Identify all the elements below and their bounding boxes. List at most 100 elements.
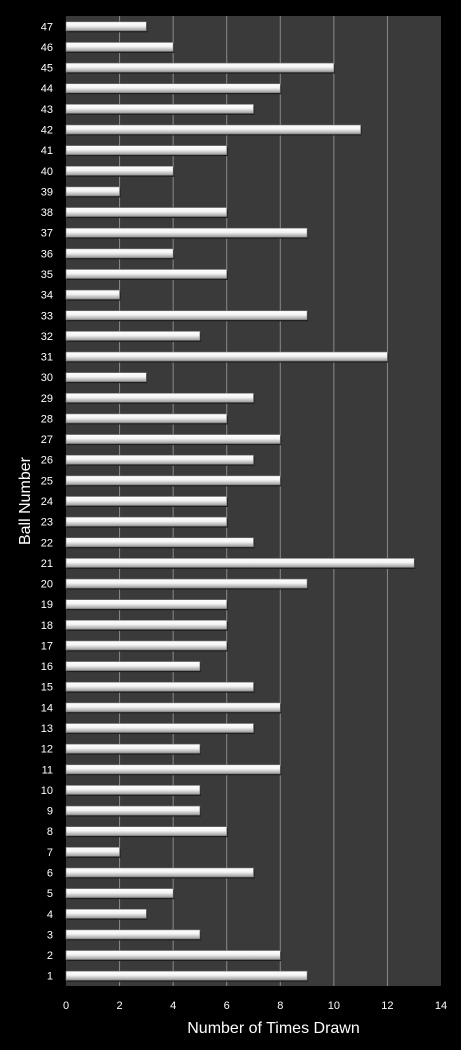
y-tick-label: 35 bbox=[41, 269, 53, 281]
y-tick-label: 28 bbox=[41, 413, 53, 425]
y-tick-label: 26 bbox=[41, 455, 53, 467]
bar-ball-39 bbox=[65, 186, 120, 197]
x-tick-label: 12 bbox=[381, 1000, 393, 1012]
bar-ball-16 bbox=[65, 661, 201, 671]
y-tick-label: 32 bbox=[41, 331, 53, 343]
y-tick-label: 33 bbox=[41, 310, 53, 322]
y-tick-label: 31 bbox=[41, 352, 53, 364]
bar-ball-45 bbox=[65, 62, 335, 73]
bar-ball-17 bbox=[65, 640, 228, 651]
y-tick-labels: 1234567891011121314151617181920212223242… bbox=[41, 21, 53, 982]
y-tick-label: 21 bbox=[41, 558, 53, 570]
y-tick-label: 39 bbox=[41, 186, 53, 198]
y-tick-label: 22 bbox=[41, 537, 53, 549]
bar-ball-28 bbox=[65, 413, 228, 424]
x-tick-label: 2 bbox=[117, 1000, 123, 1012]
bars bbox=[65, 21, 416, 982]
bar-ball-40 bbox=[65, 165, 174, 176]
bar-ball-24 bbox=[65, 496, 228, 506]
bar-ball-4 bbox=[65, 908, 147, 919]
y-tick-label: 18 bbox=[41, 620, 53, 632]
y-tick-label: 10 bbox=[41, 785, 53, 797]
bar-ball-13 bbox=[65, 723, 254, 733]
bar-ball-34 bbox=[65, 289, 120, 300]
y-tick-label: 36 bbox=[41, 248, 53, 260]
y-tick-label: 1 bbox=[47, 971, 53, 983]
x-tick-label: 10 bbox=[328, 1000, 340, 1012]
y-tick-label: 3 bbox=[47, 929, 53, 941]
bar-ball-42 bbox=[65, 124, 361, 135]
x-tick-label: 14 bbox=[435, 1000, 447, 1012]
y-tick-label: 13 bbox=[41, 723, 53, 735]
bar-ball-41 bbox=[65, 145, 228, 155]
y-tick-label: 6 bbox=[47, 867, 53, 879]
bar-ball-38 bbox=[65, 207, 228, 217]
bar-ball-6 bbox=[65, 867, 254, 878]
bar-ball-3 bbox=[65, 929, 201, 940]
y-tick-label: 45 bbox=[41, 63, 53, 75]
y-axis-title: Ball Number bbox=[17, 456, 34, 545]
bar-ball-23 bbox=[65, 516, 228, 527]
bar-ball-43 bbox=[65, 104, 254, 114]
y-tick-label: 19 bbox=[41, 599, 53, 611]
bar-ball-5 bbox=[65, 888, 174, 898]
y-tick-label: 37 bbox=[41, 228, 53, 240]
y-tick-label: 15 bbox=[41, 682, 53, 694]
y-tick-label: 2 bbox=[47, 950, 53, 962]
bar-ball-35 bbox=[65, 269, 228, 279]
bar-ball-47 bbox=[65, 21, 147, 32]
bar-ball-11 bbox=[65, 764, 281, 775]
y-tick-label: 23 bbox=[41, 517, 53, 529]
bar-ball-36 bbox=[65, 248, 174, 259]
bar-ball-1 bbox=[65, 970, 308, 981]
x-tick-label: 0 bbox=[63, 1000, 69, 1012]
y-tick-label: 14 bbox=[41, 702, 53, 714]
y-tick-label: 12 bbox=[41, 744, 53, 756]
y-tick-label: 7 bbox=[47, 847, 53, 859]
y-tick-label: 30 bbox=[41, 372, 53, 384]
y-tick-label: 40 bbox=[41, 166, 53, 178]
bar-ball-25 bbox=[65, 475, 281, 486]
x-tick-label: 8 bbox=[277, 1000, 283, 1012]
bar-ball-37 bbox=[65, 227, 308, 238]
y-tick-label: 27 bbox=[41, 434, 53, 446]
bar-ball-2 bbox=[65, 950, 281, 960]
y-tick-label: 42 bbox=[41, 125, 53, 137]
y-tick-label: 41 bbox=[41, 145, 53, 157]
bar-ball-26 bbox=[65, 454, 254, 465]
bar-ball-29 bbox=[65, 393, 254, 403]
y-tick-label: 11 bbox=[42, 764, 53, 776]
x-tick-label: 4 bbox=[170, 1000, 176, 1012]
x-axis-title: Number of Times Drawn bbox=[187, 1020, 360, 1037]
y-tick-label: 25 bbox=[41, 475, 53, 487]
y-tick-label: 4 bbox=[47, 909, 53, 921]
bar-ball-15 bbox=[65, 681, 254, 692]
y-tick-label: 44 bbox=[41, 83, 53, 95]
bar-ball-10 bbox=[65, 785, 201, 795]
y-tick-label: 8 bbox=[47, 826, 53, 838]
bar-ball-18 bbox=[65, 620, 228, 630]
bar-ball-32 bbox=[65, 331, 201, 341]
x-tick-labels: 0 2 4 6 8 10 12 14 bbox=[63, 1000, 447, 1012]
bar-ball-7 bbox=[65, 847, 120, 857]
bar-ball-19 bbox=[65, 599, 228, 609]
y-tick-label: 20 bbox=[41, 579, 53, 591]
bar-ball-22 bbox=[65, 537, 254, 548]
y-tick-label: 24 bbox=[41, 496, 53, 508]
y-tick-label: 38 bbox=[41, 207, 53, 219]
bar-ball-46 bbox=[65, 42, 174, 52]
y-tick-label: 29 bbox=[41, 393, 53, 405]
bar-ball-44 bbox=[65, 83, 281, 94]
y-tick-label: 34 bbox=[41, 290, 53, 302]
bar-ball-14 bbox=[65, 702, 281, 713]
y-tick-label: 17 bbox=[41, 640, 53, 652]
y-tick-label: 43 bbox=[41, 104, 53, 116]
bar-ball-20 bbox=[65, 578, 308, 589]
bar-ball-21 bbox=[65, 558, 415, 568]
y-tick-label: 16 bbox=[41, 661, 53, 673]
x-tick-label: 6 bbox=[224, 1000, 230, 1012]
bar-ball-9 bbox=[65, 805, 201, 816]
bar-ball-30 bbox=[65, 372, 147, 382]
bar-ball-31 bbox=[65, 351, 388, 362]
